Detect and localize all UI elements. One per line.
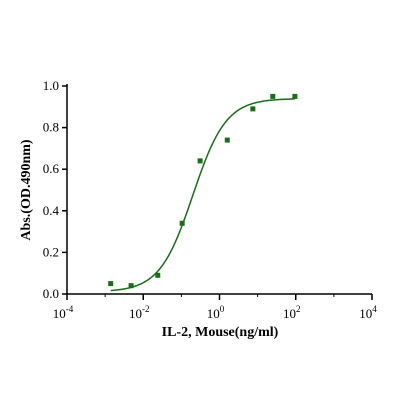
ticks: 0.0 0.2 0.4 0.6 0.8 1.0 10-4 10-2 100 102 104 bbox=[43, 78, 378, 321]
x-tick-label: 10-4 bbox=[53, 304, 74, 321]
data-point bbox=[224, 137, 230, 143]
data-point bbox=[179, 220, 185, 226]
data-point bbox=[108, 281, 114, 287]
x-tick-label: 104 bbox=[359, 304, 377, 321]
x-axis-title: IL-2, Mouse(ng/ml) bbox=[162, 325, 279, 340]
y-tick-label: 0.6 bbox=[43, 161, 60, 176]
data-point bbox=[197, 158, 203, 164]
y-axis-title: Abs.(OD.490nm) bbox=[19, 139, 34, 240]
data-point bbox=[270, 93, 276, 99]
fit-curve bbox=[110, 98, 295, 292]
y-tick-label: 1.0 bbox=[43, 78, 59, 93]
y-tick-label: 0.4 bbox=[43, 203, 60, 218]
y-tick-label: 0.2 bbox=[43, 244, 59, 259]
x-tick-label: 100 bbox=[207, 304, 225, 321]
data-point bbox=[128, 283, 134, 289]
axes bbox=[66, 84, 372, 295]
x-tick-label: 102 bbox=[283, 304, 301, 321]
data-points bbox=[108, 93, 298, 289]
y-tick-label: 0.8 bbox=[43, 120, 59, 135]
y-tick-label: 0.0 bbox=[43, 286, 59, 301]
data-point bbox=[250, 106, 256, 112]
data-point bbox=[292, 93, 298, 99]
x-tick-label: 10-2 bbox=[129, 304, 150, 321]
data-point bbox=[155, 272, 161, 278]
